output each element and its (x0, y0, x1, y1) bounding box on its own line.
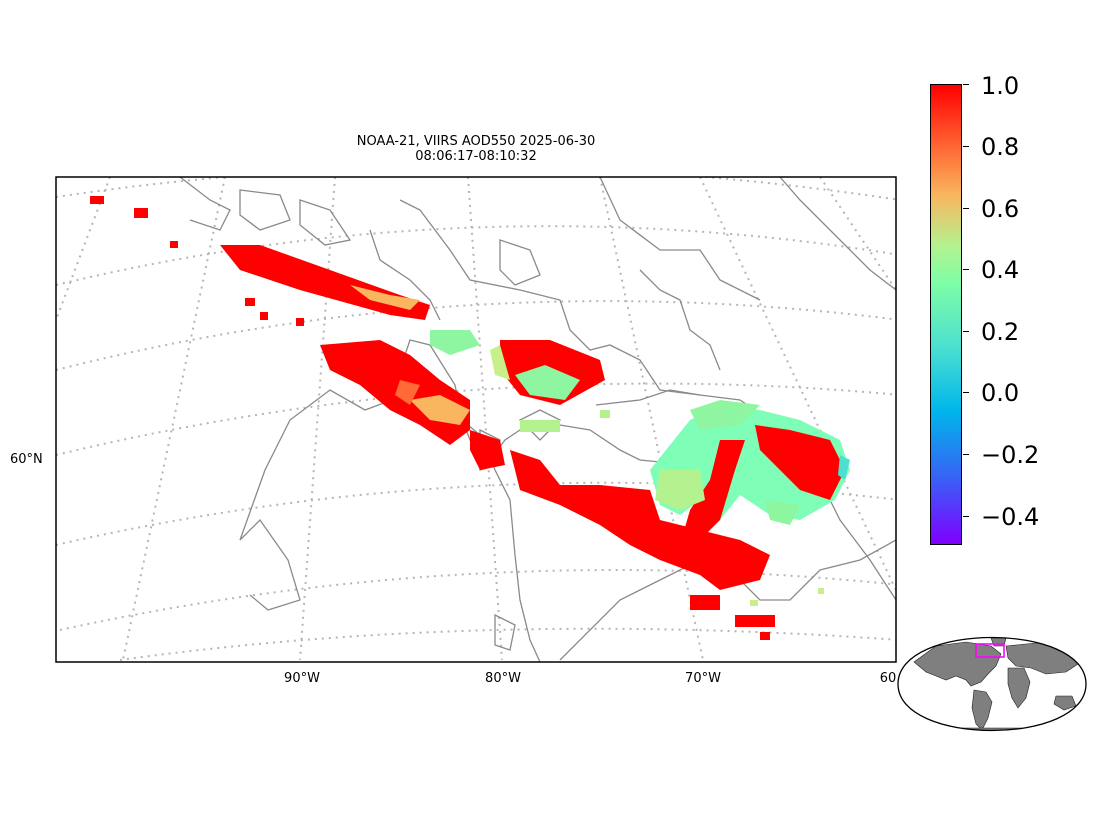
title-line-2: 08:06:17-08:10:32 (415, 149, 537, 164)
colorbar-label: −0.2 (981, 441, 1040, 469)
colorbar-label: 0.4 (981, 256, 1020, 284)
colorbar-label: 0.0 (981, 379, 1020, 407)
colorbar-tick (963, 392, 969, 393)
colorbar-tick (963, 84, 969, 85)
map-title: NOAA-21, VIIRS AOD550 2025-06-30 08:06:1… (56, 134, 896, 164)
lon-label-70w: 70°W (685, 671, 721, 686)
colorbar-tick (963, 146, 969, 147)
colorbar-tick (963, 208, 969, 209)
aod-data-layer (90, 196, 850, 640)
graticule (56, 177, 896, 661)
lon-label-60: 60 (879, 671, 897, 686)
map-frame (55, 176, 897, 663)
lon-label-90w: 90°W (284, 671, 320, 686)
colorbar-tick (963, 516, 969, 517)
inset-extent-box (975, 643, 1005, 658)
colorbar-tick (963, 269, 969, 270)
colorbar-label: −0.4 (981, 503, 1040, 531)
colorbar-tick (963, 331, 969, 332)
colorbar-tick (963, 454, 969, 455)
lon-label-80w: 80°W (485, 671, 521, 686)
colorbar-label: 0.8 (981, 133, 1020, 161)
colorbar-label: 1.0 (981, 72, 1020, 100)
colorbar-label: 0.2 (981, 318, 1020, 346)
colorbar (930, 84, 962, 545)
colorbar-label: 0.6 (981, 195, 1020, 223)
title-line-1: NOAA-21, VIIRS AOD550 2025-06-30 (356, 134, 596, 149)
lat-label-60n: 60°N (10, 452, 43, 467)
world-locator-map (897, 636, 1087, 732)
